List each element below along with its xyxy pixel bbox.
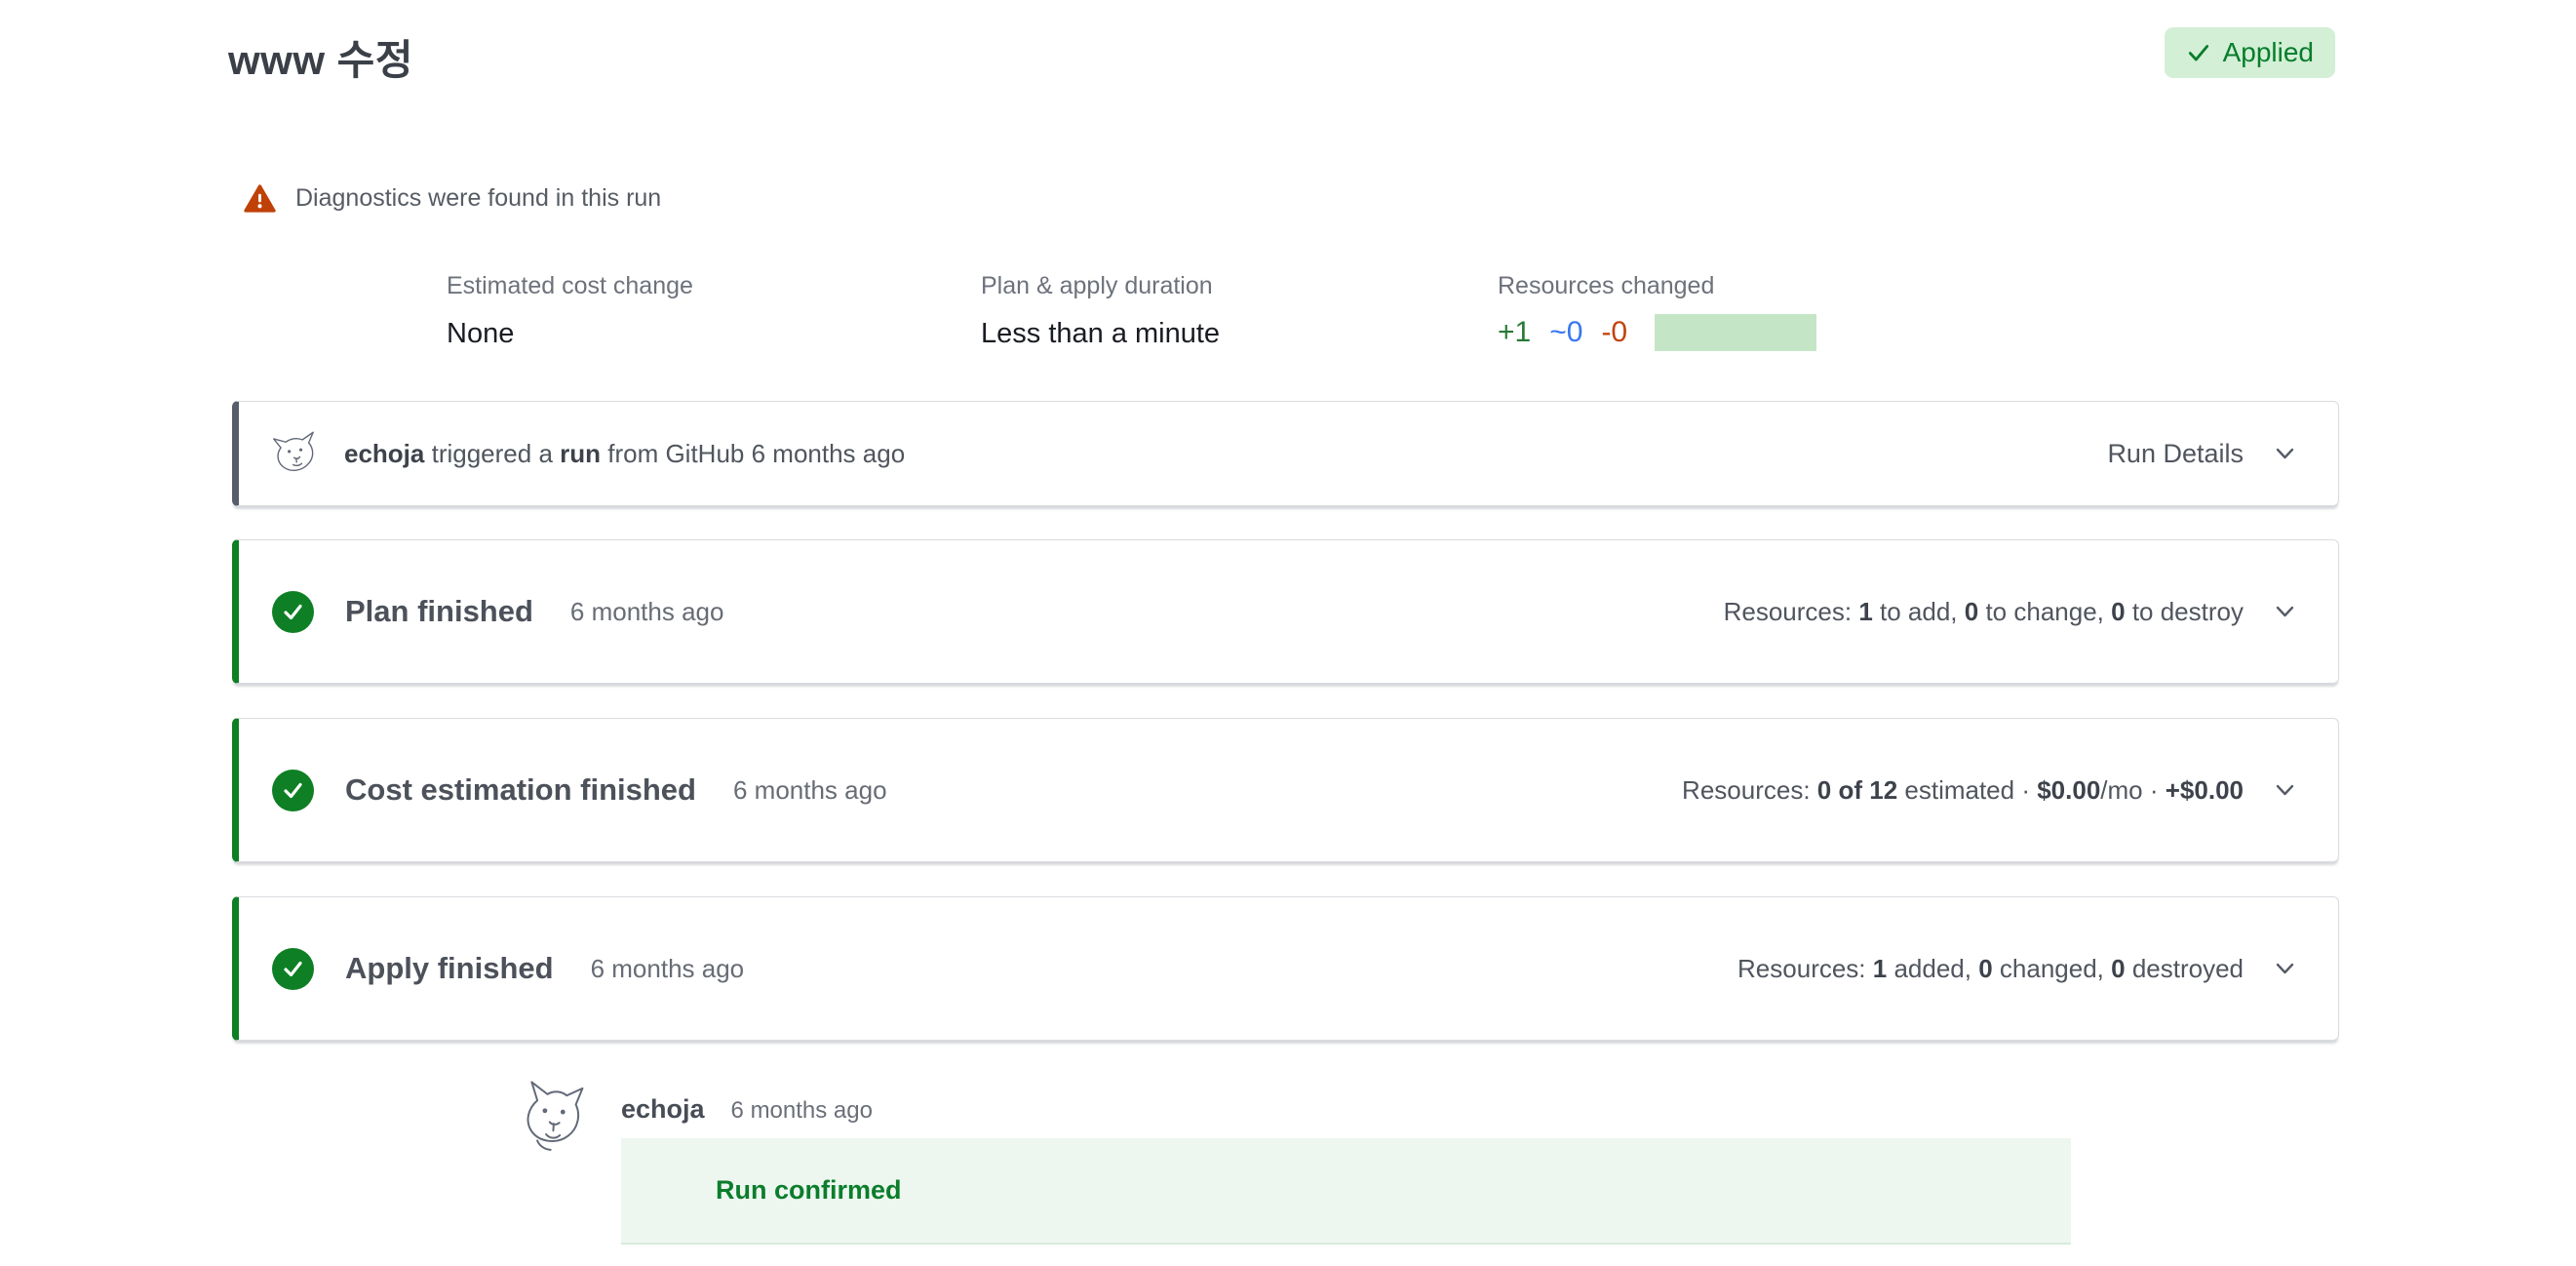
metric-value: Less than a minute [981,318,1221,349]
task-timestamp: 6 months ago [732,774,887,805]
chevron-down-icon[interactable] [2271,598,2299,626]
metric-duration: Plan & apply duration Less than a minute [981,272,1220,350]
success-check-icon [272,769,314,811]
task-timestamp: 6 months ago [590,953,745,983]
metric-label: Plan & apply duration [981,272,1213,299]
task-summary: Resources: 1 added, 0 changed, 0 destroy… [1737,953,2244,983]
resources-changed-bar [1655,314,1817,351]
resources-destroyed-count: -0 [1601,316,1628,348]
run-confirmed-banner: Run confirmed [621,1138,2071,1245]
metric-value: None [447,318,515,349]
task-title: Cost estimation finished [345,772,696,807]
task-title: Plan finished [345,594,533,628]
resources-changed-count: ~0 [1549,316,1583,348]
comment-header: echoja 6 months ago [621,1094,873,1125]
run-trigger-text: echoja triggered a run from GitHub 6 mon… [344,438,906,468]
metric-label: Estimated cost change [447,272,693,299]
comment-user-avatar [527,1081,584,1151]
task-title: Apply finished [345,951,554,985]
apply-finished-card[interactable]: Apply finished 6 months ago Resources: 1… [232,896,2339,1041]
diagnostics-message: Diagnostics were found in this run [295,184,662,212]
plan-finished-card[interactable]: Plan finished 6 months ago Resources: 1 … [232,539,2339,684]
status-badge-label: Applied [2222,37,2314,67]
run-details-button[interactable]: Run Details [2107,438,2244,468]
chevron-down-icon[interactable] [2271,776,2299,805]
resources-added-count: +1 [1498,316,1532,348]
warning-icon [244,184,276,213]
task-summary: Resources: 0 of 12 estimated · $0.00/mo … [1682,774,2244,805]
comment-timestamp: 6 months ago [730,1097,873,1124]
metric-estimated-cost: Estimated cost change None [447,272,693,350]
check-icon [2188,45,2208,61]
chevron-down-icon[interactable] [2271,955,2299,983]
run-trigger-card[interactable]: echoja triggered a run from GitHub 6 mon… [232,401,2339,506]
comment-author: echoja [621,1094,705,1124]
run-confirmed-message: Run confirmed [716,1175,902,1205]
diagnostics-banner: Diagnostics were found in this run [244,183,661,214]
user-avatar [272,431,314,471]
task-summary: Resources: 1 to add, 0 to change, 0 to d… [1723,596,2244,626]
status-badge: Applied [2164,27,2335,78]
success-check-icon [272,590,314,633]
metric-label: Resources changed [1498,272,1715,299]
cost-estimation-finished-card[interactable]: Cost estimation finished 6 months ago Re… [232,718,2339,862]
task-timestamp: 6 months ago [569,596,724,626]
resources-changed-counts: +1 ~0 -0 [1498,314,1817,351]
success-check-icon [272,947,314,990]
chevron-down-icon[interactable] [2271,440,2299,468]
page-title: www 수정 [228,37,413,83]
metric-resources-changed: Resources changed +1 ~0 -0 [1498,272,1817,351]
